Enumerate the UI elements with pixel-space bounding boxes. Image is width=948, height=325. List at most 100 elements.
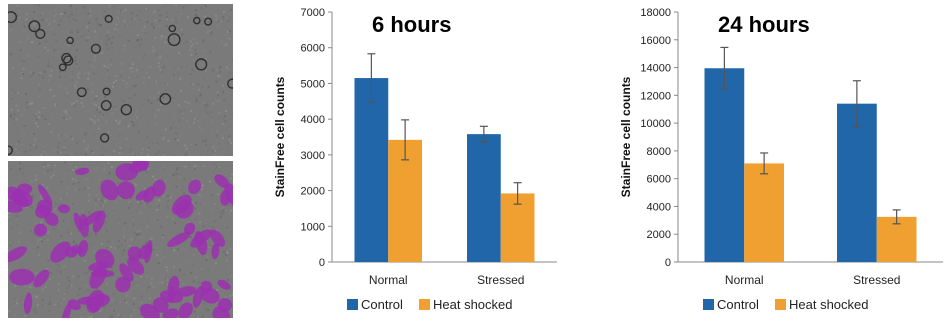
y-tick-label: 6000 [647, 174, 671, 186]
cell-overlay [9, 268, 35, 286]
y-tick-label: 2000 [301, 186, 325, 198]
cell-overlay [138, 244, 152, 260]
cell-outline [168, 24, 177, 33]
cell-overlay [212, 306, 231, 318]
cell-overlay [127, 257, 145, 275]
cell-outline [8, 11, 17, 24]
cell-outline [227, 78, 233, 89]
cell-overlay [167, 286, 176, 303]
cell-overlay [162, 308, 179, 318]
cell-overlay [214, 174, 230, 188]
cell-outline [167, 33, 181, 47]
cell-outline [102, 87, 111, 96]
cell-outline [63, 55, 74, 66]
legend: Control Heat shocked [703, 297, 869, 312]
cell-overlay [167, 232, 191, 247]
error-bar [852, 80, 861, 128]
cell-outline [204, 17, 213, 26]
legend-swatch [703, 299, 714, 310]
cell-overlay [95, 248, 115, 269]
chart-6-hours: 0 1000 2000 3000 4000 5000 6000 7000 StainFree c… [262, 0, 562, 325]
cell-overlay [34, 223, 48, 237]
y-tick-label: 14000 [640, 63, 671, 75]
y-tick-label: 5000 [301, 78, 325, 90]
error-bar [367, 53, 376, 103]
cell-outline [28, 20, 41, 33]
bar-control-normal [354, 78, 389, 262]
cell-outline [8, 145, 13, 156]
cell-overlay [128, 161, 150, 173]
cell-outline [159, 93, 172, 105]
x-category-label: Normal [725, 273, 764, 287]
cell-overlay [71, 245, 83, 254]
error-bar [401, 119, 410, 161]
legend-label: Heat shocked [433, 297, 513, 312]
cell-outline [61, 52, 72, 64]
cell-overlay [175, 200, 194, 219]
legend-label: Heat shocked [789, 297, 869, 312]
cell-overlay [58, 204, 70, 214]
y-tick-label: 7000 [301, 7, 325, 19]
cell-overlay [36, 199, 53, 216]
cell-overlay [178, 302, 193, 318]
cell-overlay [143, 186, 156, 203]
cell-overlay [50, 241, 71, 263]
bar-heat-shocked-stressed [500, 193, 535, 262]
cell-overlay [37, 184, 53, 206]
cell-outline [120, 103, 133, 116]
y-tick-label: 8000 [647, 146, 671, 158]
error-bar [760, 152, 769, 175]
y-tick-label: 4000 [301, 114, 325, 126]
y-tick-label: 2000 [647, 229, 671, 241]
y-axis-label: StainFree cell counts [273, 76, 287, 197]
cell-overlay [89, 265, 107, 289]
cell-outline [35, 28, 46, 40]
y-tick-label: 18000 [640, 7, 671, 19]
cell-outline [195, 58, 208, 71]
bar-control-stressed [467, 134, 501, 262]
cell-overlay [127, 246, 142, 261]
cell-outline [100, 100, 112, 111]
cell-overlay [117, 181, 135, 200]
cell-overlay [23, 293, 33, 314]
bar-heat-shocked-normal [744, 163, 784, 262]
cell-overlay [61, 303, 72, 318]
cell-overlay [188, 179, 202, 195]
cell-outline [192, 16, 201, 25]
x-category-label: Normal [369, 273, 408, 287]
brightfield-micrograph [8, 4, 233, 156]
error-bar [513, 182, 522, 205]
legend-label: Control [361, 297, 403, 312]
chart-title: 6 hours [372, 12, 451, 37]
cell-overlay [74, 167, 90, 176]
cell-overlay [119, 263, 134, 282]
cell-overlay [176, 286, 197, 297]
cell-outline [58, 63, 67, 72]
cell-overlay [100, 179, 119, 201]
error-bar [892, 209, 901, 225]
cell-overlay [33, 269, 50, 288]
cell-overlay [217, 279, 231, 290]
chart-title: 24 hours [718, 12, 810, 37]
bar-control-stressed [837, 103, 877, 263]
y-tick-label: 0 [665, 257, 671, 269]
y-tick-label: 1000 [301, 221, 325, 233]
cell-overlay [44, 212, 59, 226]
cell-outline [90, 43, 102, 54]
cell-overlay [200, 280, 213, 293]
cell-outline [66, 36, 74, 45]
chart-svg: 0 2000 4000 6000 8000 10000 12000 14000 16000 180… [619, 7, 943, 312]
bar-control-normal [704, 68, 745, 262]
legend-label: Control [717, 297, 759, 312]
y-axis-label: StainFree cell counts [619, 76, 633, 197]
y-tick-label: 10000 [640, 118, 671, 130]
legend: Control Heat shocked [347, 297, 513, 312]
legend-swatch [775, 299, 786, 310]
y-tick-label: 4000 [647, 201, 671, 213]
cell-overlay [86, 289, 105, 313]
cell-overlay [139, 303, 160, 318]
y-tick-label: 6000 [301, 43, 325, 55]
cell-outline [104, 14, 113, 24]
cell-overlay [11, 188, 26, 204]
cell-outline [76, 87, 87, 98]
